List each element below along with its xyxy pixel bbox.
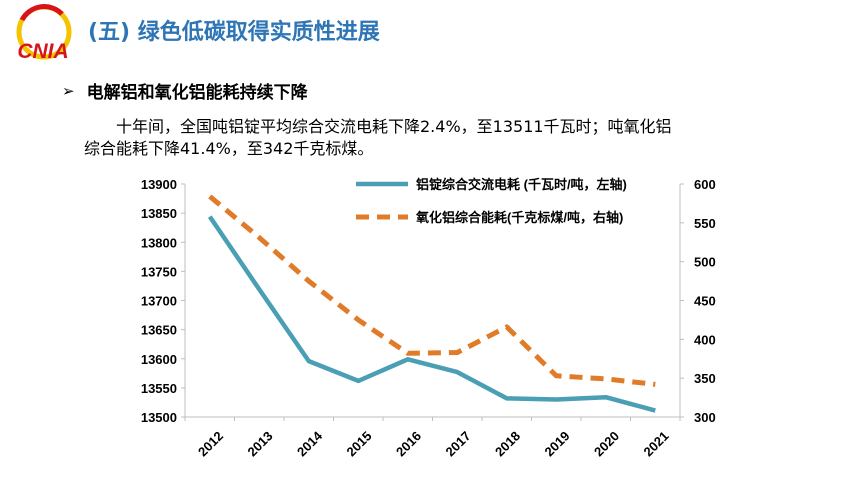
x-tick-label: 2017 (443, 428, 474, 459)
x-tick-label: 2015 (344, 428, 375, 459)
x-tick-label: 2014 (294, 428, 326, 460)
chart-series (207, 194, 656, 413)
left-tick-label: 13800 (141, 235, 177, 250)
right-tick-label: 350 (694, 371, 716, 386)
right-tick-label: 500 (694, 255, 716, 270)
summary-line-1: 十年间，全国吨铝锭平均综合交流电耗下降2.4%，至13511千瓦时；吨氧化铝 (116, 117, 672, 136)
cnia-logo: CNIA (16, 4, 72, 63)
legend-label-2: 氧化铝综合能耗(千克标煤/吨，右轴) (415, 210, 623, 225)
summary-line-2: 综合能耗下降41.4%，至342千克标煤。 (84, 139, 374, 158)
left-tick-label: 13850 (141, 206, 177, 221)
x-tick-label: 2016 (393, 428, 424, 459)
x-tick-label: 2019 (542, 428, 573, 459)
right-tick-label: 450 (694, 294, 716, 309)
left-tick-label: 13750 (141, 264, 177, 279)
bullet-heading: 电解铝和氧化铝能耗持续下降 (86, 83, 308, 103)
section-title: (五) 绿色低碳取得实质性进展 (88, 20, 380, 45)
x-tick-label: 2013 (245, 428, 276, 459)
x-tick-label: 2018 (492, 428, 523, 459)
right-tick-label: 550 (694, 216, 716, 231)
x-tick-label: 2021 (641, 428, 672, 459)
logo-arc-red (19, 4, 64, 22)
series-line-1 (207, 215, 656, 413)
right-tick-label: 400 (694, 332, 716, 347)
chart-legend: 铝锭综合交流电耗 (千瓦时/吨，左轴) 氧化铝综合能耗(千克标煤/吨，右轴) (356, 177, 627, 225)
series-2-point (605, 378, 606, 379)
x-tick-label: 2012 (195, 428, 226, 459)
left-tick-label: 13600 (141, 352, 177, 367)
summary-paragraph: 十年间，全国吨铝锭平均综合交流电耗下降2.4%，至13511千瓦时；吨氧化铝 综… (84, 116, 774, 160)
arrow-bullet-icon: ➢ (62, 81, 75, 100)
right-tick-label: 600 (694, 177, 716, 192)
left-tick-label: 13900 (141, 177, 177, 192)
series-line-2 (208, 194, 656, 387)
logo-text: CNIA (17, 40, 68, 63)
left-tick-label: 13650 (141, 323, 177, 338)
bullet-heading-row: ➢ 电解铝和氧化铝能耗持续下降 (62, 78, 308, 104)
legend-label-1: 铝锭综合交流电耗 (千瓦时/吨，左轴) (416, 177, 627, 192)
x-tick-label: 2020 (591, 428, 622, 459)
left-tick-label: 13700 (141, 294, 177, 309)
left-tick-label: 13500 (141, 410, 177, 425)
left-tick-label: 13550 (141, 381, 177, 396)
right-tick-label: 300 (694, 410, 716, 425)
